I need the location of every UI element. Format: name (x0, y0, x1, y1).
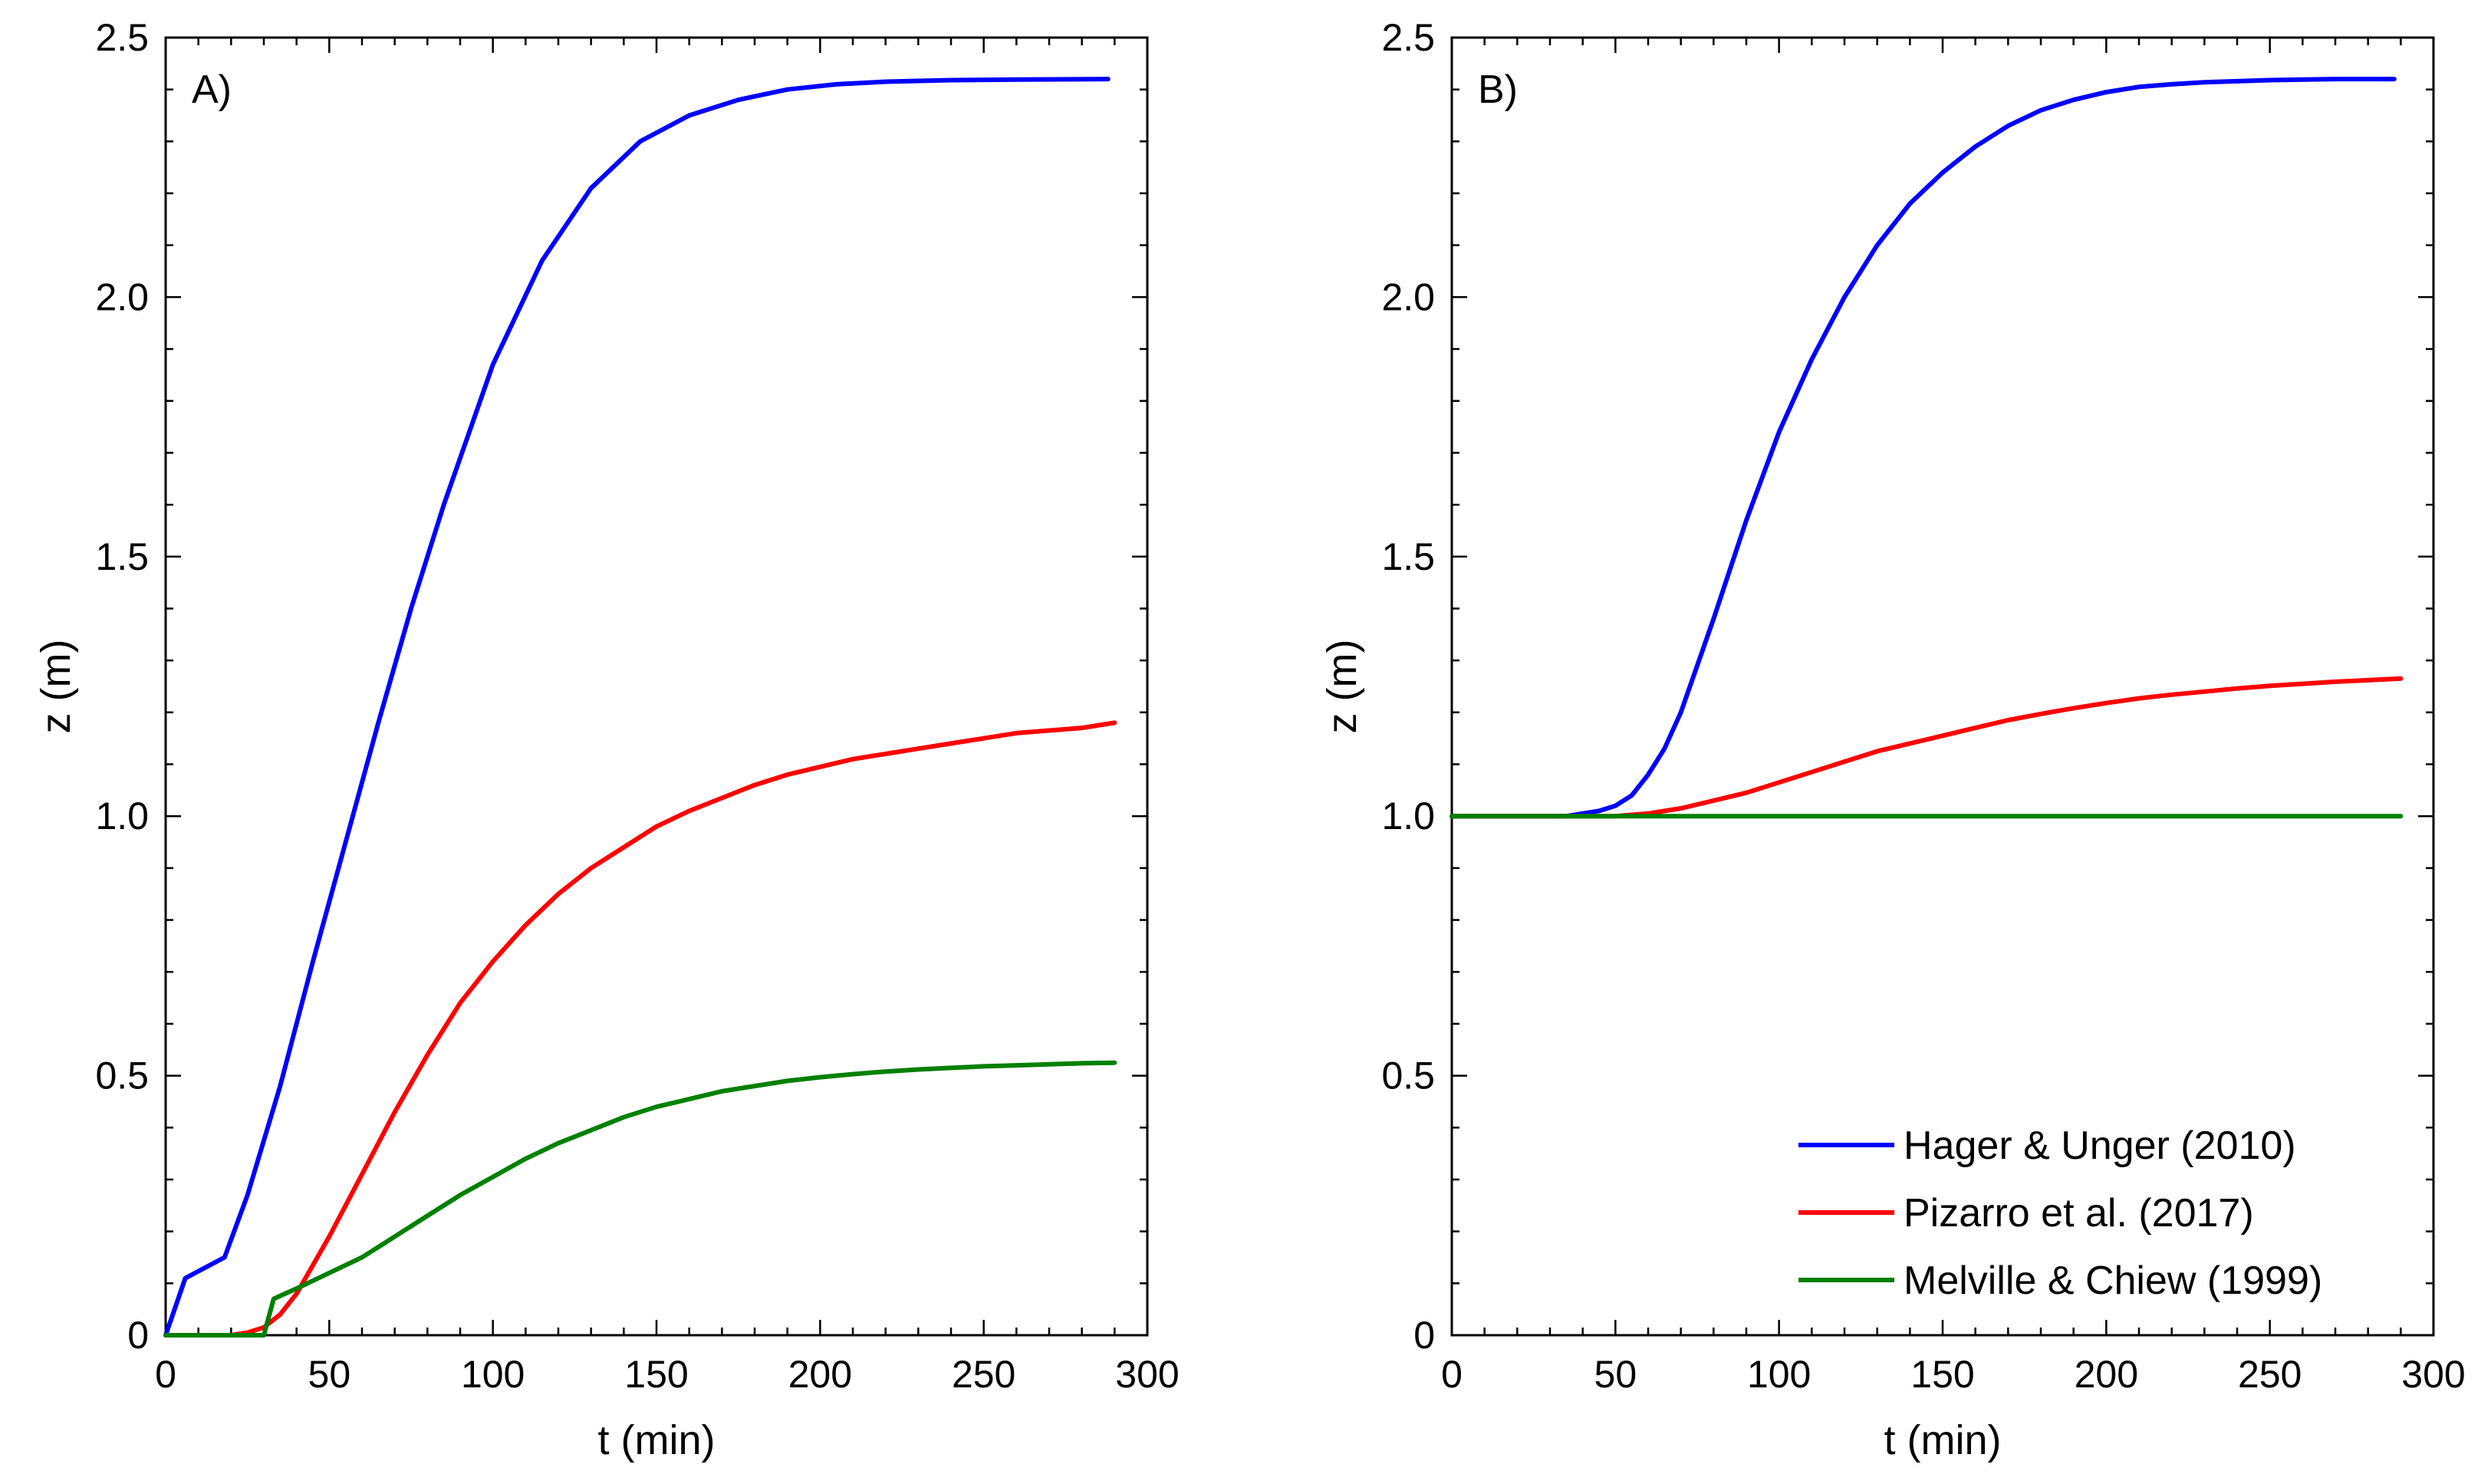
y-axis-label: z (m) (33, 640, 79, 734)
panel-b: 0 50 100 150 200 250 300 0 0.5 1.0 1.5 2.0 2.5 t (min… (1319, 16, 2466, 1463)
series-line-melville (163, 1060, 1117, 1338)
x-tick-label: 0 (155, 1353, 176, 1396)
x-tick-label: 300 (2401, 1353, 2465, 1396)
series-line-pizarro (163, 720, 1117, 1338)
y-tick-label: 2.5 (1381, 16, 1435, 59)
x-tick-label: 200 (788, 1353, 852, 1396)
x-tick-label: 300 (1115, 1353, 1179, 1396)
x-tick-label: 50 (1594, 1353, 1637, 1396)
y-tick-label: 2.0 (95, 275, 149, 318)
y-tick-label: 1.0 (1381, 795, 1435, 837)
legend: Hager & Unger (2010) Pizarro et al. (2017… (1798, 1124, 2322, 1303)
y-tick-label: 0 (127, 1314, 149, 1357)
y-tick-label: 0.5 (95, 1055, 149, 1097)
panel-label: B) (1478, 67, 1518, 112)
x-tick-label: 250 (952, 1353, 1015, 1396)
x-tick-label: 0 (1441, 1353, 1463, 1396)
x-tick-label: 100 (461, 1353, 525, 1396)
panel-a: 0 50 100 150 200 250 300 0 0.5 1.0 1.5 2.0 2.5 t (min… (33, 16, 1180, 1463)
y-tick-label: 0.5 (1381, 1055, 1435, 1097)
plot-frame (164, 36, 1149, 1337)
x-tick-label: 100 (1747, 1353, 1811, 1396)
y-tick-label: 0 (1413, 1314, 1435, 1357)
y-axis-label: z (m) (1319, 640, 1365, 734)
y-tick-label: 2.5 (95, 16, 149, 59)
panel-label: A) (192, 67, 232, 112)
x-tick-label: 200 (2075, 1353, 2138, 1396)
legend-entry-label: Melville & Chiew (1999) (1904, 1259, 2322, 1303)
y-tick-label: 1.0 (95, 795, 149, 837)
series-line-hager (163, 77, 1111, 1338)
y-tick-label: 1.5 (95, 535, 149, 578)
x-tick-label: 250 (2238, 1353, 2302, 1396)
y-tick-label: 1.5 (1381, 535, 1435, 578)
x-tick-label: 150 (624, 1353, 688, 1396)
legend-entry-label: Pizarro et al. (2017) (1904, 1191, 2254, 1236)
x-tick-label: 50 (308, 1353, 351, 1396)
legend-entry-label: Hager & Unger (2010) (1904, 1124, 2296, 1168)
series-line-hager (1450, 77, 2397, 819)
series-line-pizarro (1450, 676, 2404, 819)
x-axis-label: t (min) (1884, 1417, 2002, 1463)
x-tick-label: 150 (1910, 1353, 1974, 1396)
y-tick-label: 2.0 (1381, 275, 1435, 318)
x-axis-label: t (min) (598, 1417, 716, 1463)
